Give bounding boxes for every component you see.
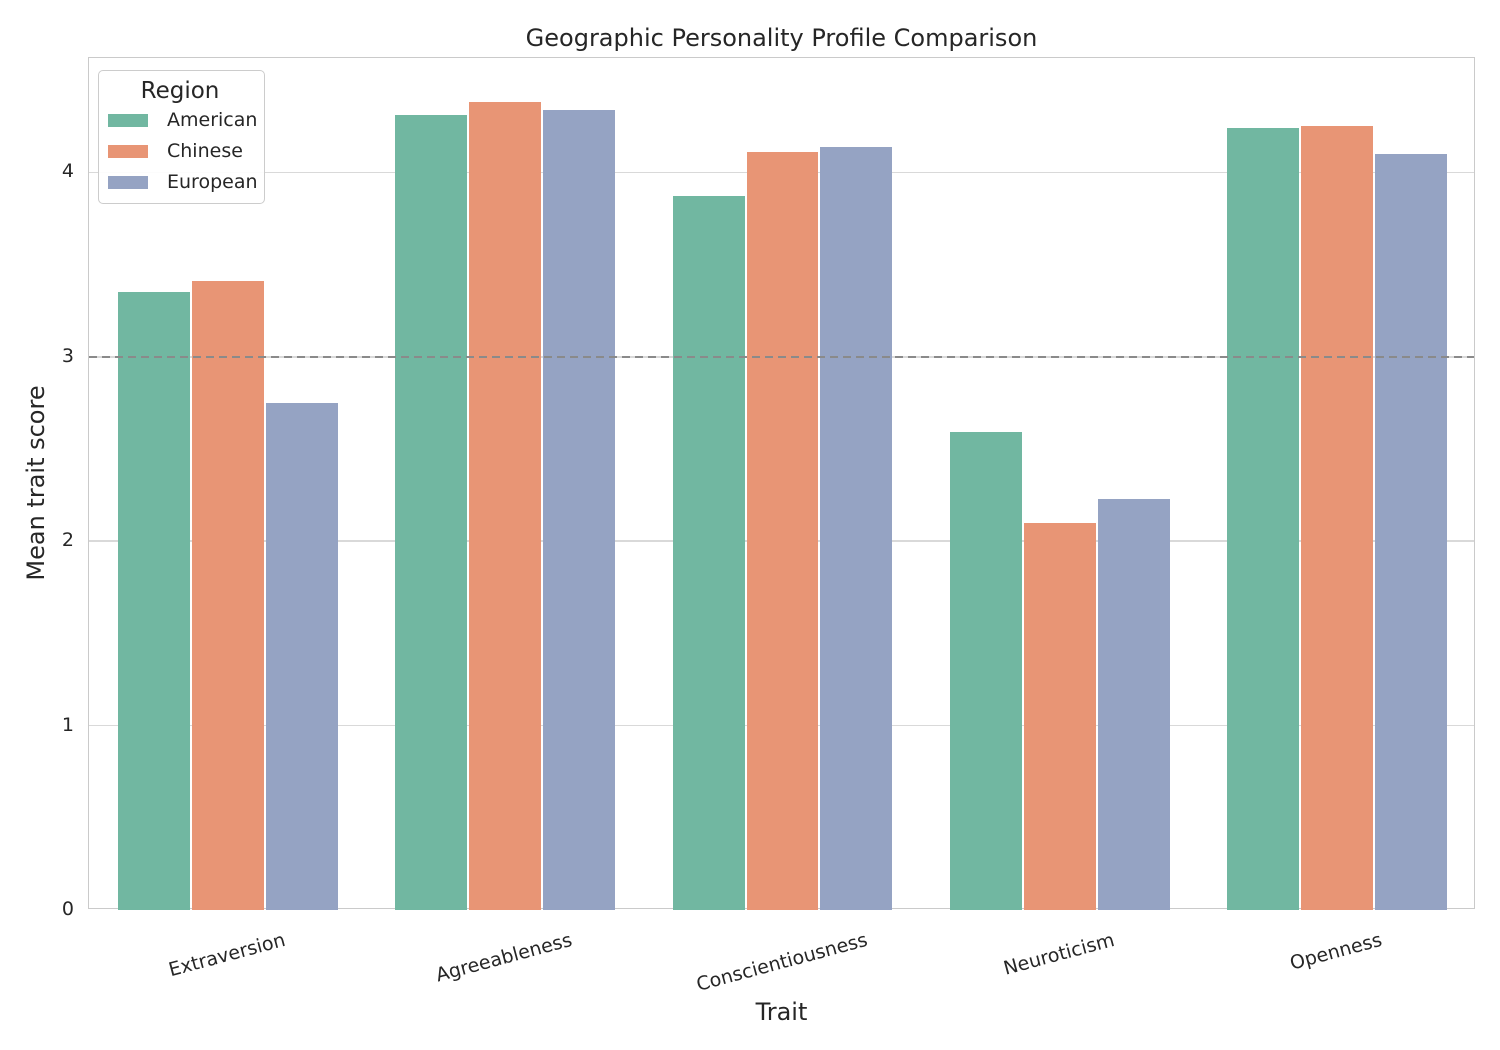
x-axis-label: Trait (755, 998, 808, 1026)
y-tick-label-1: 1 (61, 713, 74, 736)
y-axis-label: Mean trait score (22, 385, 50, 581)
legend-label-european: European (167, 171, 258, 193)
bar-chinese-conscientiousness (746, 152, 819, 910)
bar-european-neuroticism (1097, 498, 1170, 910)
x-tick-label-neuroticism: Neuroticism (1001, 928, 1117, 980)
x-tick-label-openness: Openness (1287, 928, 1385, 975)
legend: Region American Chinese European (98, 70, 265, 204)
legend-swatch-european (108, 175, 148, 189)
bar-european-openness (1375, 153, 1448, 910)
x-tick-label-conscientiousness: Conscientiousness (693, 928, 870, 996)
bar-european-conscientiousness (820, 146, 893, 910)
y-tick-label-0: 0 (61, 898, 74, 920)
y-tick-label-3: 3 (61, 344, 74, 367)
reference-line-y3 (89, 355, 1474, 358)
bar-american-agreeableness (395, 115, 468, 910)
bar-american-neuroticism (949, 432, 1022, 910)
bar-american-conscientiousness (672, 196, 745, 910)
x-tick-label-extraversion: Extraversion (166, 928, 288, 982)
chart-title: Geographic Personality Profile Compariso… (525, 24, 1038, 52)
bar-european-extraversion (265, 402, 338, 910)
bar-european-agreeableness (543, 109, 616, 910)
legend-label-chinese: Chinese (167, 140, 243, 162)
x-tick-label-agreeableness: Agreeableness (433, 928, 575, 987)
legend-swatch-american (108, 113, 148, 127)
bar-chinese-extraversion (191, 281, 264, 910)
legend-item-european: European (108, 171, 258, 193)
legend-title: Region (140, 78, 220, 104)
legend-item-chinese: Chinese (108, 140, 252, 162)
bar-american-extraversion (117, 292, 190, 910)
bar-chinese-neuroticism (1023, 522, 1096, 910)
legend-label-american: American (167, 109, 258, 131)
legend-item-american: American (108, 109, 257, 131)
plot-area (88, 57, 1475, 910)
y-tick-label-2: 2 (61, 529, 74, 552)
legend-swatch-chinese (108, 144, 148, 158)
bar-chinese-openness (1301, 126, 1374, 910)
y-tick-label-4: 4 (61, 160, 74, 183)
legend-items: American Chinese European (108, 109, 258, 193)
bar-american-openness (1227, 128, 1300, 910)
bar-chinese-agreeableness (469, 102, 542, 910)
